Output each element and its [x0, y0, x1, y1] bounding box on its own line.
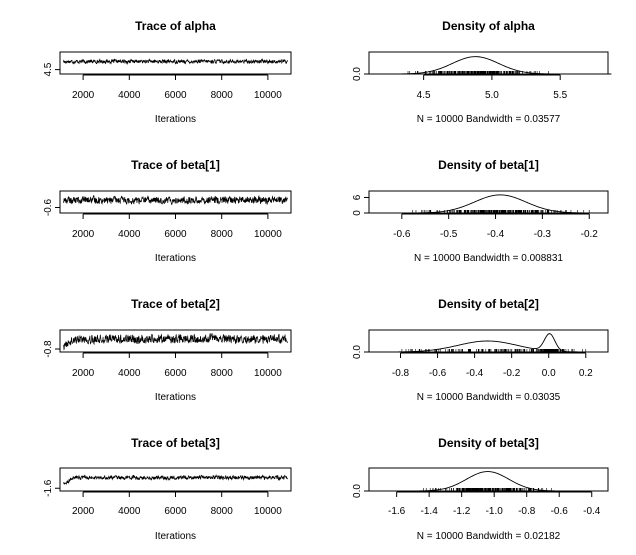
panel-4: Trace of beta[2] Iterations 2000 4000 6000 80… — [43, 297, 292, 403]
panel-title: Trace of beta[1] — [131, 158, 220, 172]
x-tick-label: 8000 — [211, 506, 234, 517]
panel-2: Trace of beta[1] Iterations 2000 4000 6000 80… — [43, 158, 292, 264]
x-tick-label: 8000 — [211, 90, 234, 101]
panel-3: Density of beta[1] N = 10000 Bandwidth = … — [352, 158, 609, 264]
plot-frame — [59, 329, 292, 353]
panel-title: Trace of beta[3] — [131, 436, 220, 450]
y-tick-label: 0.0 — [352, 484, 363, 498]
x-tick-label: -0.4 — [466, 368, 484, 379]
panel-5: Density of beta[2] N = 10000 Bandwidth = … — [352, 297, 609, 403]
x-tick-label: -1.6 — [388, 506, 406, 517]
x-tick-label: -0.3 — [534, 229, 552, 240]
panel-6: Trace of beta[3] Iterations 2000 4000 6000 80… — [43, 436, 292, 542]
x-tick-label: 2000 — [72, 506, 95, 517]
x-tick-label: -0.4 — [487, 229, 505, 240]
plot-frame — [59, 467, 292, 492]
x-tick-label: -0.4 — [583, 506, 601, 517]
x-tick-label: 0.2 — [579, 368, 593, 379]
panel-title: Trace of beta[2] — [131, 297, 220, 311]
rug-marks — [423, 488, 552, 491]
x-tick-label: 5.5 — [553, 90, 567, 101]
x-tick-label: 6000 — [164, 229, 187, 240]
x-tick-label: 8000 — [211, 368, 234, 379]
x-tick-label: -1.4 — [421, 506, 439, 517]
panel-title: Density of beta[3] — [438, 436, 539, 450]
x-tick-label: -0.2 — [581, 229, 599, 240]
x-axis-label: Iterations — [155, 114, 196, 125]
x-tick-label: -0.8 — [518, 506, 536, 517]
y-tick-label: -1.6 — [43, 479, 54, 497]
rug-marks — [401, 349, 587, 352]
density-curve — [383, 194, 599, 214]
y-tick-label: -0.6 — [43, 198, 54, 216]
x-tick-label: 0.0 — [542, 368, 556, 379]
x-tick-label: 2000 — [72, 229, 95, 240]
x-tick-label: 4000 — [118, 90, 141, 101]
trace-line — [63, 332, 288, 351]
x-tick-label: 4000 — [118, 368, 141, 379]
density-curve — [381, 333, 596, 353]
plot-frame — [368, 190, 609, 214]
x-tick-label: 6000 — [164, 506, 187, 517]
x-axis-label: N = 10000 Bandwidth = 0.03035 — [417, 392, 561, 403]
x-tick-label: -0.8 — [392, 368, 410, 379]
x-tick-label: -1.2 — [453, 506, 471, 517]
density-curve — [396, 471, 584, 492]
x-tick-label: 10000 — [254, 506, 282, 517]
x-axis-label: Iterations — [155, 253, 196, 264]
x-tick-label: 6000 — [164, 90, 187, 101]
x-tick-label: 10000 — [254, 90, 282, 101]
x-tick-label: -0.6 — [429, 368, 447, 379]
y-tick-label: 0.0 — [352, 345, 363, 359]
plot-frame — [59, 190, 292, 214]
x-tick-label: 5.0 — [485, 90, 499, 101]
x-tick-label: 10000 — [254, 368, 282, 379]
panel-7: Density of beta[3] N = 10000 Bandwidth = … — [352, 436, 609, 542]
x-tick-label: 4000 — [118, 506, 141, 517]
x-tick-label: 8000 — [211, 229, 234, 240]
x-tick-label: 4000 — [118, 229, 141, 240]
plot-frame — [59, 51, 292, 75]
x-tick-label: 10000 — [254, 229, 282, 240]
panel-title: Density of alpha — [442, 19, 535, 33]
y-tick-label: 0 — [352, 210, 363, 216]
x-tick-label: 2000 — [72, 90, 95, 101]
x-axis-label: Iterations — [155, 392, 196, 403]
x-axis-label: N = 10000 Bandwidth = 0.008831 — [414, 253, 563, 264]
x-axis-label: N = 10000 Bandwidth = 0.03577 — [417, 114, 561, 125]
x-tick-label: -0.6 — [551, 506, 569, 517]
x-tick-label: 4.5 — [417, 90, 431, 101]
density-curve — [375, 56, 612, 75]
x-tick-label: -1.0 — [486, 506, 504, 517]
panel-0: Trace of alpha Iterations 2000 4000 6000 8000… — [43, 19, 292, 125]
trace-line — [63, 474, 288, 486]
trace-line — [63, 194, 288, 206]
x-tick-label: 6000 — [164, 368, 187, 379]
x-tick-label: -0.2 — [503, 368, 521, 379]
y-tick-label: 4.5 — [43, 62, 54, 76]
panel-title: Trace of alpha — [135, 19, 216, 33]
x-tick-label: -0.5 — [440, 229, 458, 240]
x-tick-label: 2000 — [72, 368, 95, 379]
x-axis-label: Iterations — [155, 531, 196, 542]
x-axis-label: N = 10000 Bandwidth = 0.02182 — [417, 531, 561, 542]
x-tick-label: -0.6 — [393, 229, 411, 240]
y-tick-label: 0.0 — [352, 67, 363, 81]
panel-1: Density of alpha N = 10000 Bandwidth = 0.… — [352, 19, 612, 125]
panel-title: Density of beta[1] — [438, 158, 539, 172]
rug-marks — [412, 210, 590, 213]
y-tick-label: -0.8 — [43, 340, 54, 358]
trace-line — [63, 58, 288, 65]
plot-frame — [368, 51, 609, 75]
y-tick-label: 6 — [352, 194, 363, 200]
rug-marks — [407, 71, 549, 74]
panel-title: Density of beta[2] — [438, 297, 539, 311]
